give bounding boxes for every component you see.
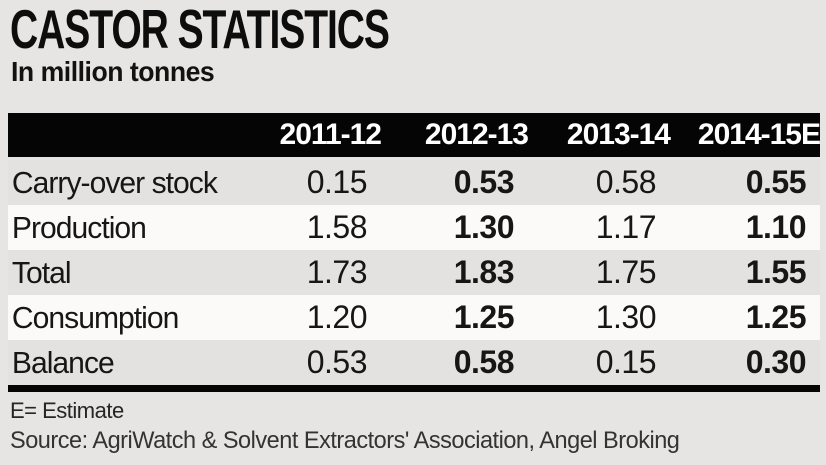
- statistics-table: 2011-12 2012-13 2013-14 2014-15E Carry-o…: [8, 113, 821, 392]
- cell-value: 1.55: [745, 254, 807, 290]
- cell-value: 0.15: [306, 164, 368, 200]
- column-header-2014-15e: 2014-15E: [697, 118, 821, 151]
- divider-rule: [8, 385, 820, 392]
- source-attribution: Source: AgriWatch & Solvent Extractors' …: [10, 427, 680, 454]
- table-row-balance: Balance 0.53 0.58 0.15 0.30: [8, 340, 820, 385]
- cell-value: 1.17: [595, 209, 657, 245]
- chart-title: CASTOR STATISTICS: [10, 0, 390, 60]
- cell-value: 1.30: [595, 299, 657, 335]
- column-header-2011-12: 2011-12: [279, 118, 382, 151]
- column-header-2012-13: 2012-13: [424, 118, 529, 151]
- table-body: Carry-over stock 0.15 0.53 0.58 0.55 Pro…: [8, 160, 820, 385]
- units-label: In million tonnes: [11, 56, 215, 87]
- table-row-carry-over-stock: Carry-over stock 0.15 0.53 0.58 0.55: [8, 160, 820, 205]
- cell-value: 1.83: [453, 254, 515, 290]
- cell-value: 1.73: [306, 254, 368, 290]
- cell-value: 1.25: [745, 299, 807, 335]
- cell-value: 1.58: [306, 209, 368, 245]
- cell-value: 0.53: [306, 344, 368, 380]
- estimate-footnote: E= Estimate: [10, 398, 124, 423]
- cell-value: 1.10: [745, 209, 807, 245]
- cell-value: 0.58: [595, 164, 657, 200]
- cell-value: 0.15: [595, 344, 657, 380]
- cell-value: 1.75: [595, 254, 657, 290]
- row-label: Production: [11, 209, 147, 245]
- cell-value: 0.53: [453, 164, 515, 200]
- row-label: Balance: [11, 344, 115, 380]
- cell-value: 0.55: [745, 164, 807, 200]
- cell-value: 1.30: [453, 209, 515, 245]
- row-label: Carry-over stock: [11, 164, 218, 200]
- column-header-2013-14: 2013-14: [566, 118, 671, 151]
- table-row-consumption: Consumption 1.20 1.25 1.30 1.25: [8, 295, 820, 340]
- table-row-production: Production 1.58 1.30 1.17 1.10: [8, 205, 820, 250]
- table-row-total: Total 1.73 1.83 1.75 1.55: [8, 250, 820, 295]
- cell-value: 0.30: [745, 344, 807, 380]
- cell-value: 0.58: [453, 344, 515, 380]
- row-label: Total: [11, 254, 72, 290]
- cell-value: 1.20: [306, 299, 368, 335]
- row-label: Consumption: [11, 299, 179, 335]
- table-header-row: 2011-12 2012-13 2013-14 2014-15E: [8, 113, 821, 157]
- cell-value: 1.25: [453, 299, 515, 335]
